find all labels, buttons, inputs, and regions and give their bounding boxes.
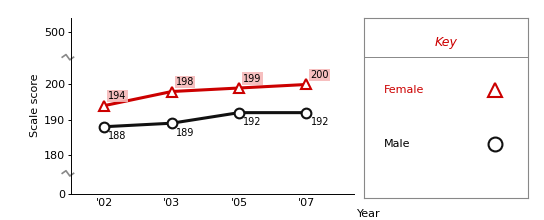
- Text: Female: Female: [384, 85, 424, 95]
- Text: Year: Year: [357, 209, 381, 219]
- Text: 198: 198: [176, 77, 194, 87]
- Text: 192: 192: [311, 117, 329, 127]
- Text: 189: 189: [176, 128, 194, 138]
- Text: 188: 188: [108, 131, 127, 141]
- Text: Male: Male: [384, 139, 411, 149]
- Text: 199: 199: [243, 74, 262, 84]
- Text: 200: 200: [311, 70, 329, 80]
- Text: 192: 192: [243, 117, 262, 127]
- Y-axis label: Scale score: Scale score: [30, 74, 40, 137]
- Text: 194: 194: [108, 91, 127, 101]
- Text: Key: Key: [435, 36, 458, 49]
